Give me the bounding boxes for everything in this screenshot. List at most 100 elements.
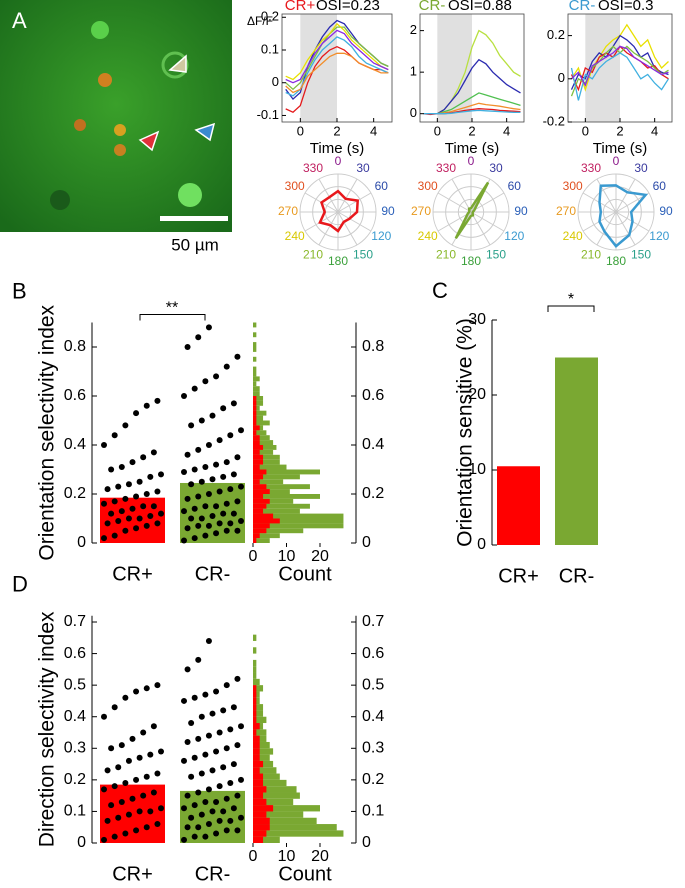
- angle-label: 120: [649, 229, 669, 243]
- chart-title: OSI=0.3: [598, 0, 653, 14]
- data-point: [230, 704, 237, 711]
- significance-bracket: [139, 314, 206, 321]
- histogram-bar: [253, 449, 274, 455]
- data-point: [154, 821, 161, 828]
- data-point: [150, 503, 157, 510]
- data-point: [129, 505, 136, 512]
- x-tick-label: 0: [249, 548, 258, 565]
- data-point: [181, 468, 187, 475]
- data-point: [220, 707, 227, 714]
- y-tick-label: 0: [410, 105, 417, 120]
- data-point: [205, 442, 212, 448]
- histogram-bar: [253, 347, 257, 352]
- data-point: [140, 454, 147, 461]
- data-point: [223, 682, 230, 689]
- y-tick-label: -0.1: [257, 107, 279, 122]
- histogram-bar: [253, 528, 304, 534]
- data-point: [125, 757, 132, 764]
- data-point: [209, 808, 216, 815]
- histogram-bar: [253, 811, 304, 818]
- y2-tick-label: 0.8: [362, 338, 384, 355]
- histogram-bar: [253, 824, 270, 831]
- histogram-bar: [253, 498, 294, 504]
- stimulus-window: [585, 14, 620, 122]
- angle-label: 270: [278, 204, 298, 218]
- data-point: [104, 767, 111, 774]
- histogram-bar: [253, 817, 317, 825]
- cell: [74, 119, 86, 131]
- histogram-bar: [253, 479, 284, 485]
- x-tick-label: 10: [278, 548, 296, 565]
- data-point: [118, 464, 125, 471]
- data-point: [191, 694, 198, 701]
- histogram-bar: [253, 430, 257, 436]
- data-point: [202, 503, 209, 510]
- polar-spoke: [318, 178, 339, 213]
- histogram-bar: [253, 396, 264, 401]
- angle-label: 300: [418, 179, 438, 193]
- histogram-bar: [253, 697, 257, 705]
- trace: [285, 22, 389, 81]
- histogram-bar: [253, 798, 267, 806]
- histogram-bar: [253, 386, 260, 392]
- histogram-bar: [253, 836, 280, 843]
- histogram-bar: [253, 666, 257, 673]
- data-point: [198, 478, 205, 485]
- category-label: CR+: [112, 863, 153, 885]
- data-point: [202, 378, 209, 385]
- cell: [114, 144, 126, 156]
- histogram-bar: [253, 729, 267, 736]
- data-point: [234, 827, 241, 834]
- histogram-bar: [253, 836, 264, 843]
- histogram-bar: [253, 474, 300, 480]
- tuning-curve: [318, 189, 360, 233]
- data-point: [108, 466, 115, 473]
- data-point: [227, 432, 234, 439]
- histogram-bar: [253, 494, 264, 499]
- data-point: [140, 792, 147, 799]
- x-axis-label: Time (s): [593, 140, 647, 157]
- y2-tick-label: 0.3: [362, 740, 384, 757]
- data-point: [158, 748, 164, 755]
- histogram-bar: [253, 445, 264, 450]
- angle-label: 0: [335, 154, 342, 168]
- polar-spoke: [451, 178, 472, 213]
- data-point: [198, 417, 205, 424]
- x-tick-label: 20: [311, 548, 329, 565]
- histogram-bar: [253, 659, 257, 667]
- data-point: [133, 493, 140, 500]
- histogram-bar: [253, 767, 277, 774]
- cell: [178, 183, 202, 207]
- data-point: [191, 535, 198, 542]
- data-point: [205, 637, 212, 644]
- angle-label: 180: [328, 254, 348, 268]
- data-point: [195, 656, 202, 663]
- angle-label: 330: [303, 161, 323, 175]
- cell: [91, 21, 109, 39]
- x-tick-label: 20: [311, 848, 329, 865]
- data-point: [238, 517, 244, 524]
- histogram-bar: [253, 786, 297, 793]
- data-point: [181, 757, 187, 764]
- y-tick-label: 10: [468, 461, 486, 478]
- data-point: [216, 729, 223, 736]
- data-point: [188, 481, 195, 488]
- histogram-bar: [253, 440, 274, 445]
- histogram-bar: [253, 538, 270, 543]
- data-point: [122, 495, 129, 502]
- bar: [555, 357, 598, 545]
- y2-tick-label: 0.6: [362, 645, 384, 662]
- histogram-bar: [253, 400, 257, 406]
- angle-label: 0: [613, 154, 620, 168]
- angle-label: 240: [285, 229, 305, 243]
- angle-label: 60: [508, 179, 522, 193]
- data-point: [136, 754, 143, 761]
- data-point: [147, 513, 154, 520]
- data-point: [143, 773, 150, 780]
- data-point: [101, 535, 107, 542]
- trace: [570, 52, 670, 101]
- data-point: [147, 808, 154, 815]
- data-point: [184, 451, 191, 458]
- data-point: [125, 481, 132, 488]
